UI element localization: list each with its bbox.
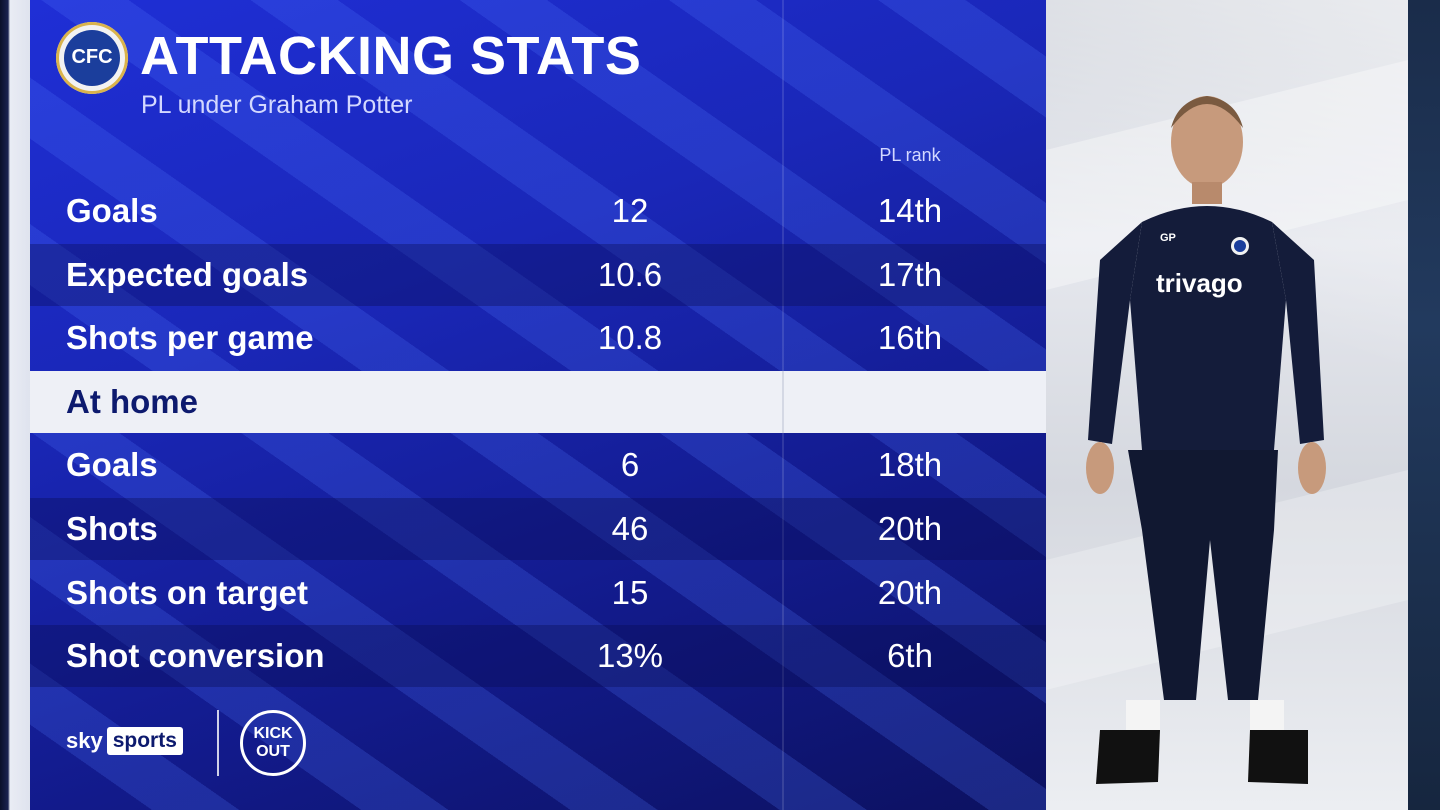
stat-value: 10.6 <box>597 256 663 293</box>
frame-left-edge <box>0 0 30 810</box>
page-title: ATTACKING STATS <box>140 26 642 86</box>
stat-rank: 18th <box>877 446 943 483</box>
manager-figure-icon <box>1046 60 1408 784</box>
page-subtitle: PL under Graham Potter <box>141 91 413 119</box>
home-stat-row: Shots 46 20th <box>30 498 1046 560</box>
home-stat-row: Shot conversion 13% 6th <box>30 625 1046 687</box>
kick-it-out-logo: KICK OUT <box>240 710 306 776</box>
stat-label: Shots <box>66 510 158 547</box>
kick-it-out-line2: OUT <box>256 743 290 760</box>
stat-rank: 20th <box>877 574 943 611</box>
shirt-sponsor-text: trivago <box>1156 268 1243 298</box>
stat-value: 13% <box>596 637 664 674</box>
pl-rank-column-header: PL rank <box>879 145 941 165</box>
stat-value: 10.8 <box>597 319 663 356</box>
section-label: At home <box>66 383 198 420</box>
frame-right-edge <box>1408 0 1440 810</box>
stat-value: 15 <box>611 574 649 611</box>
manager-photo: trivago GP <box>1046 0 1408 810</box>
stat-label: Shots per game <box>66 319 314 356</box>
kick-it-out-line1: KICK <box>253 725 293 742</box>
at-home-section-header: At home <box>30 371 1046 433</box>
logo-separator <box>217 710 219 776</box>
stat-rank: 16th <box>877 319 943 356</box>
shirt-initials-text: GP <box>1160 232 1176 244</box>
stat-rank: 6th <box>887 637 933 674</box>
stat-row: Goals 12 14th <box>30 180 1046 242</box>
stat-rank: 20th <box>877 510 943 547</box>
chelsea-crest-icon: CFC <box>56 22 128 94</box>
stat-value: 46 <box>611 510 649 547</box>
sky-wordmark: sky <box>66 728 103 753</box>
stat-value: 12 <box>611 192 649 229</box>
stat-rank: 17th <box>877 256 943 293</box>
home-stat-row: Goals 6 18th <box>30 434 1046 496</box>
sky-sports-logo: sky sports <box>66 724 183 758</box>
sports-wordmark: sports <box>106 727 183 755</box>
stat-rank: 14th <box>877 192 943 229</box>
stat-label: Expected goals <box>66 256 309 293</box>
home-stat-row: Shots on target 15 20th <box>30 562 1046 624</box>
stat-row: Expected goals 10.6 17th <box>30 244 1046 306</box>
stat-value: 6 <box>620 446 640 483</box>
stat-label: Goals <box>66 192 158 229</box>
stat-row: Shots per game 10.8 16th <box>30 307 1046 369</box>
stat-label: Goals <box>66 446 158 483</box>
stat-label: Shots on target <box>66 574 309 611</box>
stat-label: Shot conversion <box>66 637 325 674</box>
section-divider <box>782 371 784 433</box>
